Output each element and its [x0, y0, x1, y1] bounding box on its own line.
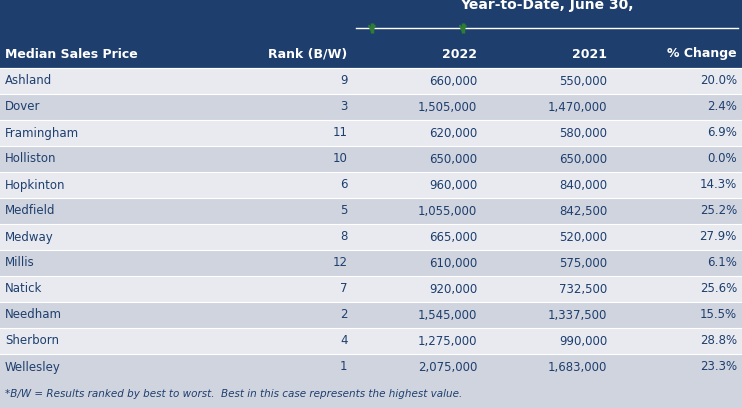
Text: 2: 2 — [340, 308, 347, 322]
Text: 610,000: 610,000 — [429, 257, 477, 270]
Text: Ashland: Ashland — [5, 75, 52, 87]
Text: 6.9%: 6.9% — [707, 126, 737, 140]
Text: 9: 9 — [340, 75, 347, 87]
Bar — [0, 120, 742, 146]
Text: 3: 3 — [340, 100, 347, 113]
Text: 575,000: 575,000 — [559, 257, 607, 270]
Text: 4: 4 — [340, 335, 347, 348]
Text: 7: 7 — [340, 282, 347, 295]
Bar — [0, 224, 742, 250]
Text: 12: 12 — [332, 257, 347, 270]
Text: 520,000: 520,000 — [559, 231, 607, 244]
Text: 1,505,000: 1,505,000 — [418, 100, 477, 113]
Bar — [0, 276, 742, 302]
Text: 23.3%: 23.3% — [700, 361, 737, 373]
Text: 920,000: 920,000 — [429, 282, 477, 295]
Text: 8: 8 — [340, 231, 347, 244]
Text: 11: 11 — [332, 126, 347, 140]
Text: 1,275,000: 1,275,000 — [418, 335, 477, 348]
Bar — [0, 328, 742, 354]
Text: 15.5%: 15.5% — [700, 308, 737, 322]
Text: 14.3%: 14.3% — [700, 179, 737, 191]
Text: Millis: Millis — [5, 257, 35, 270]
Text: 2.4%: 2.4% — [707, 100, 737, 113]
Text: 732,500: 732,500 — [559, 282, 607, 295]
Text: 25.6%: 25.6% — [700, 282, 737, 295]
Text: 0.0%: 0.0% — [707, 153, 737, 166]
Text: Median Sales Price: Median Sales Price — [5, 47, 138, 60]
Text: 620,000: 620,000 — [429, 126, 477, 140]
Bar — [0, 94, 742, 120]
Text: 650,000: 650,000 — [429, 153, 477, 166]
Bar — [0, 0, 742, 40]
Text: % Change: % Change — [667, 47, 737, 60]
Text: 990,000: 990,000 — [559, 335, 607, 348]
Text: 20.0%: 20.0% — [700, 75, 737, 87]
Text: Year-to-Date, June 30,: Year-to-Date, June 30, — [461, 0, 634, 12]
Bar — [0, 68, 742, 94]
Text: Sherborn: Sherborn — [5, 335, 59, 348]
Bar — [0, 146, 742, 172]
Text: Needham: Needham — [5, 308, 62, 322]
Text: 28.8%: 28.8% — [700, 335, 737, 348]
Text: 1: 1 — [340, 361, 347, 373]
Text: Wellesley: Wellesley — [5, 361, 61, 373]
Bar — [0, 302, 742, 328]
Text: Rank (B/W): Rank (B/W) — [268, 47, 347, 60]
Text: 960,000: 960,000 — [429, 179, 477, 191]
Text: 1,470,000: 1,470,000 — [548, 100, 607, 113]
Bar — [0, 172, 742, 198]
Bar — [0, 40, 742, 68]
Text: *B/W = Results ranked by best to worst.  Best in this case represents the highes: *B/W = Results ranked by best to worst. … — [5, 389, 462, 399]
Text: Holliston: Holliston — [5, 153, 56, 166]
Text: 2,075,000: 2,075,000 — [418, 361, 477, 373]
Text: 842,500: 842,500 — [559, 204, 607, 217]
Text: 1,545,000: 1,545,000 — [418, 308, 477, 322]
Text: 1,337,500: 1,337,500 — [548, 308, 607, 322]
Text: 1,683,000: 1,683,000 — [548, 361, 607, 373]
Text: 660,000: 660,000 — [429, 75, 477, 87]
Text: 2022: 2022 — [442, 47, 477, 60]
Text: Dover: Dover — [5, 100, 41, 113]
Text: 650,000: 650,000 — [559, 153, 607, 166]
Text: 6.1%: 6.1% — [707, 257, 737, 270]
Text: 1,055,000: 1,055,000 — [418, 204, 477, 217]
Text: 5: 5 — [340, 204, 347, 217]
Text: Natick: Natick — [5, 282, 42, 295]
Text: Framingham: Framingham — [5, 126, 79, 140]
Text: 580,000: 580,000 — [559, 126, 607, 140]
Bar — [0, 380, 742, 408]
Bar — [0, 198, 742, 224]
Text: 665,000: 665,000 — [429, 231, 477, 244]
Text: Medway: Medway — [5, 231, 53, 244]
Text: 10: 10 — [332, 153, 347, 166]
Text: Hopkinton: Hopkinton — [5, 179, 65, 191]
Text: 25.2%: 25.2% — [700, 204, 737, 217]
Bar — [0, 250, 742, 276]
Text: Medfield: Medfield — [5, 204, 56, 217]
Text: 2021: 2021 — [572, 47, 607, 60]
Text: 27.9%: 27.9% — [700, 231, 737, 244]
Bar — [0, 354, 742, 380]
Text: 6: 6 — [340, 179, 347, 191]
Text: 550,000: 550,000 — [559, 75, 607, 87]
Text: 840,000: 840,000 — [559, 179, 607, 191]
